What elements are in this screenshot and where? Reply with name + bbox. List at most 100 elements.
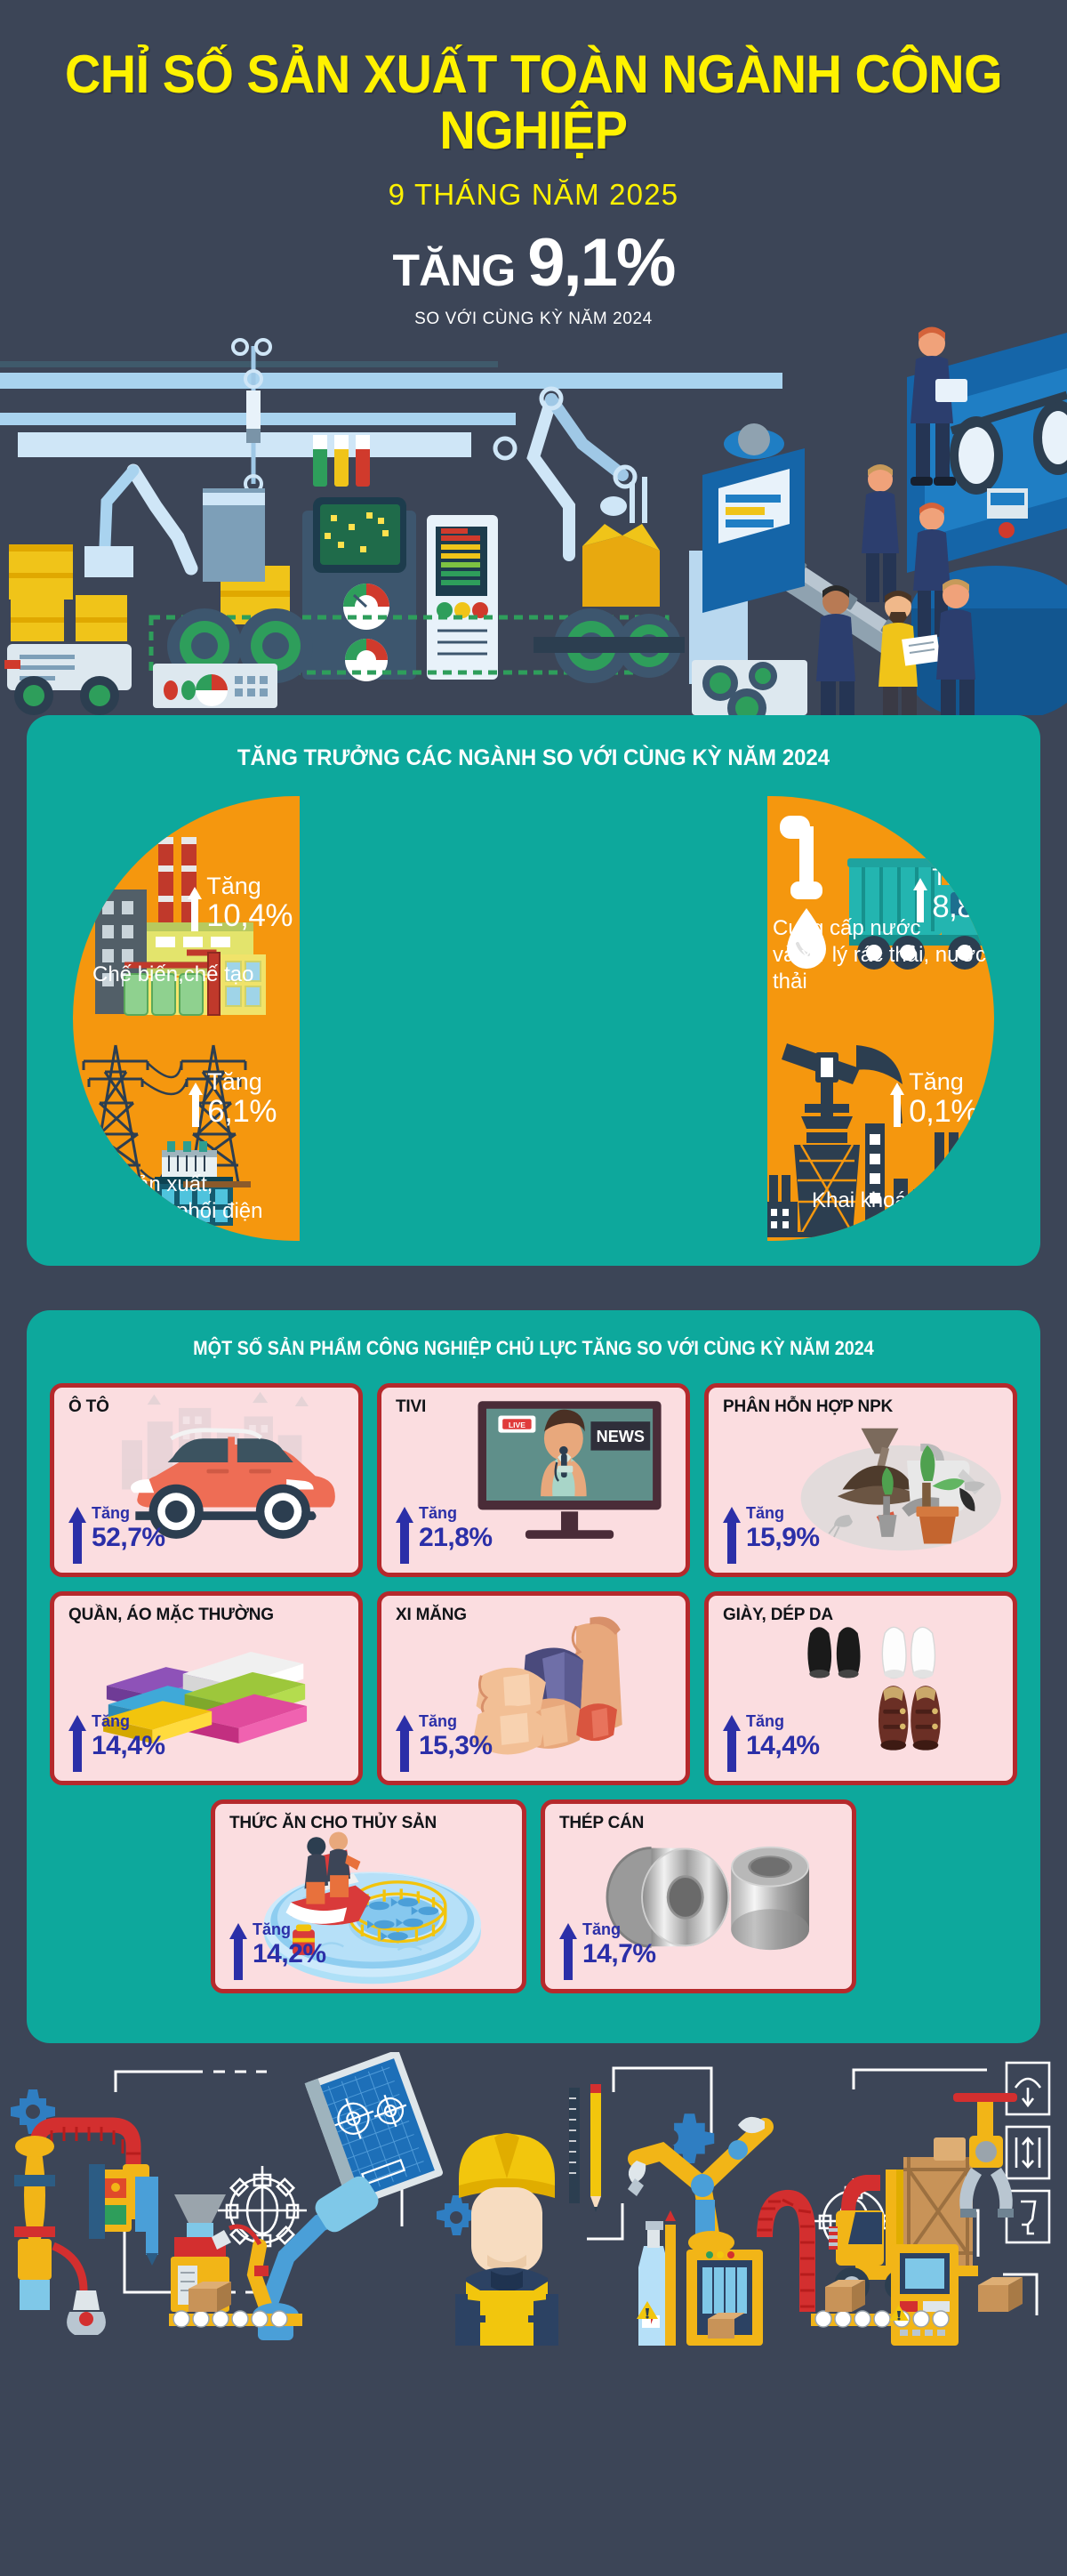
product-card-clothing[interactable]: QUẦN, ÁO MẶC THƯỜNG: [50, 1591, 363, 1785]
sector-label-electricity: Sản xuất, phân phối điện: [123, 1172, 263, 1223]
product-stat: Tăng 21,8%: [396, 1504, 493, 1564]
up-arrow-icon: [68, 1507, 86, 1564]
up-arrow-icon: [396, 1507, 413, 1564]
product-card-television[interactable]: TIVI LIVE NEWS: [377, 1383, 690, 1577]
worker-figure: [913, 503, 951, 637]
up-arrow-icon: [890, 1083, 905, 1127]
sector-circle-left: Tăng 10,4% Chế biến,chế tạo: [73, 796, 526, 1241]
up-arrow-icon: [188, 887, 203, 931]
up-arrow-icon: [723, 1507, 741, 1564]
product-title: GIÀY, DÉP DA: [723, 1606, 833, 1624]
sectors-panel-title: TĂNG TRƯỞNG CÁC NGÀNH SO VỚI CÙNG KỲ NĂM…: [237, 745, 830, 770]
sector-tang-label: Tăng: [909, 1068, 964, 1095]
sector-value: 8,8%: [932, 890, 994, 924]
worker-figure: [878, 591, 941, 715]
product-tang-label: Tăng: [92, 1504, 130, 1522]
headline-figure: TĂNG 9,1%: [0, 229, 1067, 297]
factory-illustration-bottom: [0, 2052, 1067, 2346]
headline-word: TĂNG: [392, 246, 517, 295]
products-panel-title: MỘT SỐ SẢN PHẨM CÔNG NGHIỆP CHỦ LỰC TĂNG…: [193, 1337, 874, 1359]
product-title: Ô TÔ: [68, 1397, 109, 1416]
sector-quadrant-manufacturing: Tăng 10,4% Chế biến,chế tạo: [73, 796, 300, 1018]
product-card-shoes[interactable]: GIÀY, DÉP DA: [704, 1591, 1017, 1785]
sector-quadrant-electricity: Tăng 6,1% Sản xuất, phân phối điện: [73, 1018, 300, 1241]
product-tang-label: Tăng: [746, 1712, 784, 1730]
product-card-fertilizer[interactable]: PHÂN HỖN HỢP NPK: [704, 1383, 1017, 1577]
product-title: TIVI: [396, 1397, 427, 1416]
product-value: 15,3%: [419, 1730, 493, 1760]
product-card-car[interactable]: Ô TÔ: [50, 1383, 363, 1577]
sector-stat-mining: Tăng 0,1%: [890, 1070, 978, 1130]
product-title: QUẦN, ÁO MẶC THƯỜNG: [68, 1606, 274, 1624]
product-card-rolled-steel[interactable]: THÉP CÁN: [541, 1799, 856, 1993]
up-arrow-icon: [559, 1923, 577, 1980]
svg-text:LIVE: LIVE: [509, 1421, 525, 1429]
product-stat: Tăng 14,4%: [68, 1712, 165, 1772]
product-value: 14,2%: [253, 1938, 326, 1968]
sector-label-mining: Khai khoáng: [812, 1188, 931, 1212]
product-card-aquafeed[interactable]: THỨC ĂN CHO THỦY SẢN: [211, 1799, 526, 1993]
sector-label-manufacturing: Chế biến,chế tạo: [92, 962, 254, 986]
sector-tang-label: Tăng: [932, 864, 987, 890]
car-icon: [122, 1391, 335, 1539]
up-arrow-icon: [723, 1715, 741, 1772]
product-tang-label: Tăng: [419, 1712, 457, 1730]
leather-shoes-icon: [807, 1626, 941, 1751]
product-stat: Tăng 14,4%: [723, 1712, 820, 1772]
up-arrow-icon: [229, 1923, 247, 1980]
sectors-circles: Tăng 10,4% Chế biến,chế tạo: [27, 796, 1040, 1241]
product-tang-label: Tăng: [419, 1504, 457, 1522]
header-subtitle: 9 THÁNG NĂM 2025: [388, 178, 679, 211]
worker-figure: [936, 579, 975, 715]
folded-clothes-icon: [103, 1651, 308, 1744]
factory-icon: [90, 804, 266, 1016]
product-title: XI MĂNG: [396, 1606, 467, 1624]
sectors-panel: TĂNG TRƯỞNG CÁC NGÀNH SO VỚI CÙNG KỲ NĂM…: [27, 715, 1040, 1266]
sector-stat-electricity: Tăng 6,1%: [189, 1070, 277, 1130]
worker-figure: [862, 464, 899, 602]
factory-scene-icon: [0, 326, 1067, 715]
product-stat: Tăng 15,3%: [396, 1712, 493, 1772]
sector-value: 6,1%: [207, 1094, 277, 1129]
factory-illustration-top: [0, 324, 1067, 715]
sector-value: 10,4%: [206, 898, 293, 933]
sector-tang-label: Tăng: [206, 873, 261, 899]
product-tang-label: Tăng: [253, 1920, 291, 1938]
sector-label-water: Cung cấp nước và xử lý rác thải, nước th…: [773, 916, 986, 994]
aquaculture-icon: [263, 1831, 481, 1984]
worker-figure: [911, 326, 967, 486]
power-line-icon: [82, 1044, 251, 1226]
product-card-cement[interactable]: XI MĂNG: [377, 1591, 690, 1785]
product-value: 21,8%: [419, 1522, 493, 1552]
headline-percent: 9,1%: [527, 225, 676, 301]
product-tang-label: Tăng: [92, 1712, 130, 1730]
sector-quadrant-water: Tăng 8,8% Cung cấp nước và xử lý rác thả…: [767, 796, 994, 1018]
steel-coil-icon: [606, 1846, 810, 1951]
worker-figure: [816, 585, 855, 715]
products-row: QUẦN, ÁO MẶC THƯỜNG: [50, 1591, 1017, 1785]
product-tang-label: Tăng: [746, 1504, 784, 1522]
products-row: THỨC ĂN CHO THỦY SẢN: [50, 1799, 1017, 1993]
page-title: CHỈ SỐ SẢN XUẤT TOÀN NGÀNH CÔNG NGHIỆP: [64, 44, 1003, 160]
header: CHỈ SỐ SẢN XUẤT TOÀN NGÀNH CÔNG NGHIỆP 9…: [0, 0, 1067, 329]
svg-text:NEWS: NEWS: [597, 1428, 645, 1445]
sector-circle-right: Tăng 8,8% Cung cấp nước và xử lý rác thả…: [541, 796, 994, 1241]
up-arrow-icon: [68, 1715, 86, 1772]
product-title: THÉP CÁN: [559, 1814, 645, 1832]
sector-value: 0,1%: [909, 1094, 978, 1129]
products-panel: MỘT SỐ SẢN PHẨM CÔNG NGHIỆP CHỦ LỰC TĂNG…: [27, 1310, 1040, 2043]
product-value: 15,9%: [746, 1522, 820, 1552]
products-grid: Ô TÔ: [27, 1383, 1040, 1993]
product-stat: Tăng 15,9%: [723, 1504, 820, 1564]
product-title: PHÂN HỖN HỢP NPK: [723, 1397, 894, 1416]
sector-stat-manufacturing: Tăng 10,4%: [188, 874, 293, 934]
sector-quadrant-mining: Tăng 0,1% Khai khoáng: [767, 1018, 994, 1241]
product-tang-label: Tăng: [582, 1920, 621, 1938]
product-value: 14,4%: [746, 1730, 820, 1760]
worker-figure: [455, 2133, 558, 2346]
fertilizer-icon: [800, 1428, 1001, 1551]
product-title: THỨC ĂN CHO THỦY SẢN: [229, 1814, 437, 1832]
product-stat: Tăng 52,7%: [68, 1504, 165, 1564]
up-arrow-icon: [913, 878, 928, 922]
